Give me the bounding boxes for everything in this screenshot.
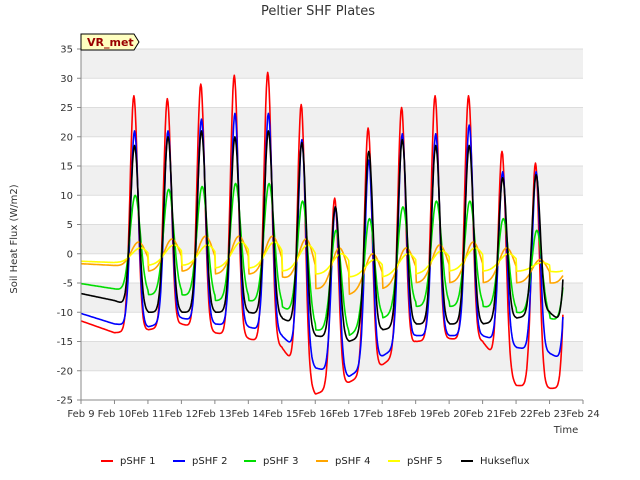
y-axis-title: Soil Heat Flux (W/m2) bbox=[9, 184, 20, 293]
y-tick-label: 25 bbox=[60, 103, 73, 114]
x-tick-label: Feb 22 bbox=[499, 409, 533, 420]
y-tick-label: 0 bbox=[67, 249, 73, 260]
legend-label: pSHF 3 bbox=[263, 456, 299, 467]
plot-band bbox=[81, 49, 583, 79]
x-tick-label: Feb 19 bbox=[399, 409, 433, 420]
series-line-pshf-2 bbox=[80, 112, 564, 377]
y-tick-label: 10 bbox=[60, 191, 73, 202]
x-tick-label: Feb 16 bbox=[298, 409, 332, 420]
x-tick-label: Feb 17 bbox=[332, 409, 366, 420]
plot-band bbox=[81, 341, 583, 371]
x-tick-label: Feb 18 bbox=[365, 409, 399, 420]
legend: pSHF 1 pSHF 2 pSHF 3 pSHF 4 pSHF 5 Hukseflux bbox=[101, 456, 530, 467]
badge-label: VR_met bbox=[87, 36, 134, 49]
x-tick-label: Feb 20 bbox=[432, 409, 466, 420]
y-tick-label: -10 bbox=[57, 308, 73, 319]
x-axis-title: Time bbox=[553, 425, 578, 436]
series-layer bbox=[80, 71, 564, 395]
y-tick-label: 15 bbox=[60, 162, 73, 173]
badge-shape bbox=[80, 33, 140, 51]
y-tick-label: -5 bbox=[63, 279, 73, 290]
plot-band bbox=[81, 107, 583, 137]
x-tick-label: Feb 23 bbox=[533, 409, 567, 420]
plot-band bbox=[81, 166, 583, 196]
x-tick-label: Feb 21 bbox=[466, 409, 500, 420]
series-line-hukseflux bbox=[80, 130, 564, 343]
chart-title: Peltier SHF Plates bbox=[261, 4, 375, 19]
y-tick-label: 20 bbox=[60, 132, 73, 143]
x-tick-label: Feb 10 bbox=[98, 409, 132, 420]
x-tick-label: Feb 12 bbox=[165, 409, 199, 420]
x-tick-label: Feb 13 bbox=[198, 409, 232, 420]
site-badge: VR_met bbox=[80, 33, 140, 51]
legend-label: pSHF 2 bbox=[192, 456, 228, 467]
x-tick-label: Feb 14 bbox=[232, 409, 266, 420]
y-tick-label: 35 bbox=[60, 45, 73, 56]
legend-label: pSHF 4 bbox=[335, 456, 371, 467]
x-tick-label: Feb 9 bbox=[67, 409, 94, 420]
y-tick-label: 30 bbox=[60, 74, 73, 85]
x-tick-label: Feb 11 bbox=[131, 409, 165, 420]
y-tick-label: 5 bbox=[67, 220, 73, 231]
y-tick-label: -25 bbox=[57, 396, 73, 407]
legend-label: pSHF 1 bbox=[120, 456, 156, 467]
legend-label: Hukseflux bbox=[480, 456, 530, 467]
y-tick-label: -20 bbox=[57, 366, 73, 377]
y-tick-label: -15 bbox=[57, 337, 73, 348]
x-tick-label: Feb 24 bbox=[566, 409, 600, 420]
legend-label: pSHF 5 bbox=[407, 456, 443, 467]
x-tick-label: Feb 15 bbox=[265, 409, 299, 420]
plot-band bbox=[81, 283, 583, 313]
